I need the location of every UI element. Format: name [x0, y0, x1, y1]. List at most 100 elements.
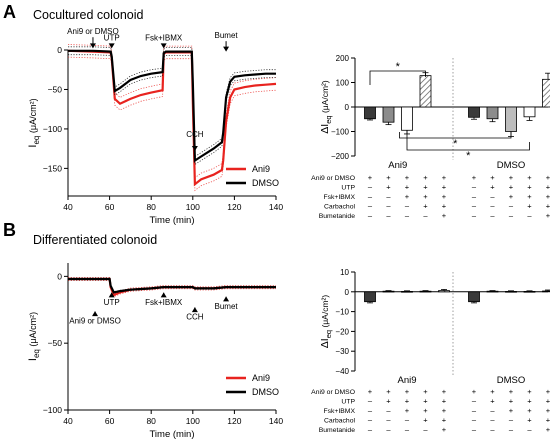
y-axis-label: Ieq (μA/cm²) — [27, 312, 41, 361]
x-axis-label: Time (min) — [149, 429, 194, 440]
condition-symbol: – — [368, 202, 373, 211]
bar — [419, 75, 432, 108]
condition-symbol: + — [386, 397, 391, 406]
condition-symbol: + — [509, 387, 514, 396]
annotation-arrow-head — [223, 46, 230, 52]
y-tick-label: −40 — [335, 367, 349, 376]
series-line-ani9 — [67, 49, 277, 187]
condition-symbol: + — [490, 183, 495, 192]
annotation-label: Bumet — [215, 302, 239, 311]
y-axis-label-main: I — [27, 358, 39, 361]
annotation-label: Fsk+IBMX — [145, 298, 183, 307]
condition-row-label: UTP — [341, 399, 355, 406]
condition-symbol: – — [405, 425, 410, 434]
y-axis-label-sub: eq — [324, 330, 333, 338]
condition-symbol: – — [386, 416, 391, 425]
condition-symbol: – — [368, 211, 373, 220]
condition-symbol: + — [490, 173, 495, 182]
condition-symbol: – — [472, 416, 477, 425]
condition-symbol: + — [368, 387, 373, 396]
condition-symbol: – — [472, 425, 477, 434]
y-tick-label: 0 — [345, 103, 350, 112]
condition-symbol: + — [442, 192, 447, 201]
condition-row-label: Carbachol — [324, 204, 355, 211]
condition-symbol: – — [386, 202, 391, 211]
condition-symbol: + — [386, 173, 391, 182]
condition-symbol: – — [423, 425, 428, 434]
condition-symbol: – — [368, 183, 373, 192]
bar — [486, 290, 499, 293]
condition-symbol: + — [442, 387, 447, 396]
condition-symbol: + — [546, 192, 550, 201]
condition-symbol: – — [368, 406, 373, 415]
condition-symbol: – — [472, 406, 477, 415]
series-ani9-lower-error — [68, 280, 276, 298]
condition-table-differentiated: Ani9 or DMSO + + + + + + + + + +UTP – + + + + – + + + +Fsk+I… — [311, 387, 550, 434]
x-tick-label: 40 — [63, 202, 73, 212]
series-ani9-lower-error — [67, 56, 277, 192]
x-tick-label: 140 — [269, 416, 283, 426]
condition-symbol: – — [368, 192, 373, 201]
condition-symbol: + — [442, 397, 447, 406]
y-tick-label: −100 — [331, 128, 350, 137]
y-tick-label: 0 — [345, 288, 350, 297]
y-tick-label: 200 — [336, 54, 350, 63]
condition-symbol: – — [490, 425, 495, 434]
bar — [523, 106, 536, 118]
condition-symbol: + — [509, 406, 514, 415]
condition-symbol: + — [490, 387, 495, 396]
condition-symbol: + — [546, 425, 550, 434]
condition-symbol: – — [368, 425, 373, 434]
y-axis-label-main: ΔI — [319, 338, 331, 348]
condition-symbol: + — [442, 173, 447, 182]
panel-b-title: Differentiated colonoid — [33, 233, 157, 247]
condition-symbol: – — [472, 192, 477, 201]
y-axis-label: Ieq (μA/cm²) — [27, 98, 41, 147]
y-axis-label: ΔIeq (μA/cm²) — [319, 80, 333, 134]
condition-symbol: + — [546, 211, 550, 220]
condition-symbol: + — [386, 387, 391, 396]
y-axis-label-sub: eq — [32, 136, 41, 145]
x-tick-label: 140 — [269, 202, 283, 212]
annotation-arrow-head — [89, 43, 96, 49]
annotation-label: Fsk+IBMX — [145, 34, 183, 43]
y-tick-label: 0 — [57, 45, 62, 55]
condition-symbol: + — [490, 397, 495, 406]
bar — [401, 106, 413, 131]
condition-symbol: + — [527, 192, 532, 201]
condition-symbol: – — [527, 211, 532, 220]
condition-symbol: + — [442, 425, 447, 434]
condition-symbol: + — [423, 173, 428, 182]
significance-star: * — [453, 138, 458, 150]
group-label-dmso: DMSO — [497, 160, 526, 171]
y-tick-label: −50 — [48, 338, 63, 348]
y-tick-label: −30 — [335, 347, 349, 356]
y-axis-label-main: ΔI — [319, 124, 331, 134]
annotation-label: Ani9 or DMSO — [69, 316, 121, 325]
panel-a-title: Cocultured colonoid — [33, 8, 144, 22]
condition-symbol: – — [386, 192, 391, 201]
condition-row-label: Ani9 or DMSO — [311, 389, 355, 396]
condition-symbol: + — [405, 183, 410, 192]
condition-symbol: + — [527, 416, 532, 425]
bar-chart-differentiated: 10 0 −10 −20 −30 −40 ΔIeq (μA/cm²) Ani9 DMSO — [319, 268, 550, 386]
series-line-dmso — [68, 277, 276, 294]
legend-label-ani9: Ani9 — [252, 373, 270, 383]
condition-symbol: + — [509, 173, 514, 182]
condition-symbol: + — [527, 387, 532, 396]
condition-symbol: + — [423, 406, 428, 415]
condition-symbol: + — [423, 183, 428, 192]
condition-symbol: + — [509, 397, 514, 406]
condition-symbol: – — [386, 211, 391, 220]
condition-symbol: + — [442, 211, 447, 220]
condition-symbol: + — [546, 397, 550, 406]
condition-symbol: + — [472, 173, 477, 182]
condition-symbol: + — [546, 183, 550, 192]
condition-symbol: + — [405, 192, 410, 201]
condition-symbol: + — [472, 387, 477, 396]
condition-symbol: – — [490, 211, 495, 220]
y-axis-label: ΔIeq (μA/cm²) — [319, 295, 333, 349]
series-line-dmso — [68, 49, 276, 163]
bar — [468, 291, 480, 303]
annotation-label: UTP — [104, 298, 120, 307]
